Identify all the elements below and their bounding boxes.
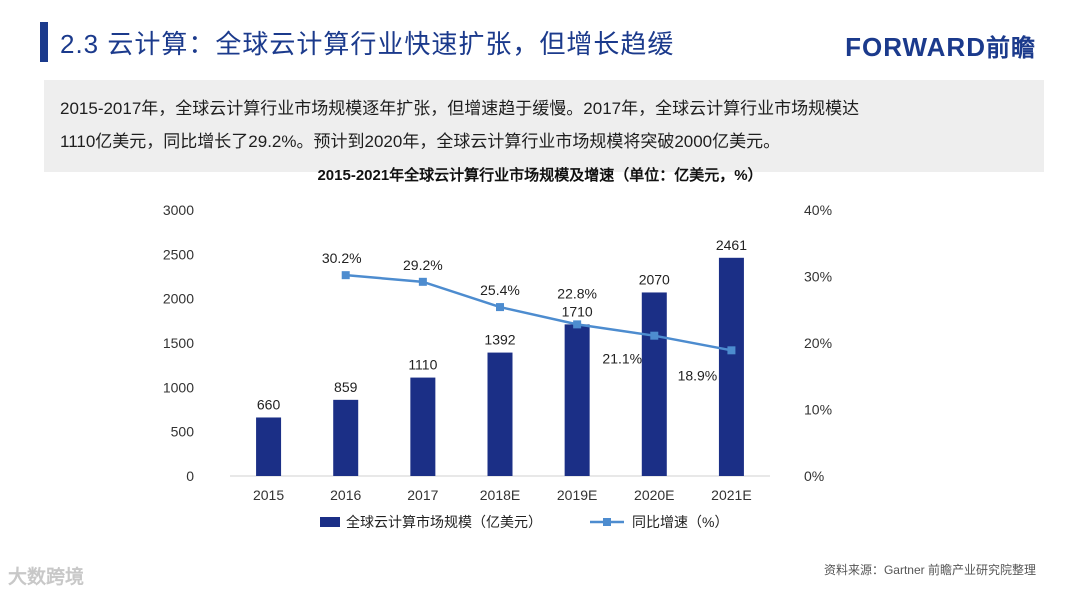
y-right-tick-label: 20%: [804, 335, 832, 351]
summary-panel: [44, 80, 1044, 172]
line-marker: [341, 271, 350, 280]
line-marker: [573, 320, 582, 329]
y-left-tick-label: 1500: [163, 335, 194, 351]
line-marker: [418, 277, 427, 286]
bar-value-label: 2461: [716, 237, 747, 253]
bar: [333, 399, 359, 476]
y-right-tick-label: 10%: [804, 402, 832, 418]
page-title: 2.3 云计算：全球云计算行业快速扩张，但增长趋缓: [60, 29, 675, 59]
bar: [487, 352, 513, 476]
legend-bar-swatch: [320, 517, 340, 527]
growth-line: [345, 273, 732, 352]
line-marker: [650, 331, 659, 340]
x-tick-label: 2019E: [557, 487, 597, 503]
bar: [718, 257, 744, 476]
line-value-label: 30.2%: [322, 250, 362, 266]
y-left-tick-label: 2000: [163, 291, 194, 307]
bar-value-label: 2070: [639, 271, 670, 287]
summary-line-1: 2015-2017年，全球云计算行业市场规模逐年扩张，但增速趋于缓慢。2017年…: [60, 99, 860, 118]
logo-text: FORWARD: [845, 32, 986, 62]
y-right-tick-label: 0%: [804, 468, 824, 484]
line-value-label: 29.2%: [403, 257, 443, 273]
y-left-tick-label: 3000: [163, 202, 194, 218]
x-tick-label: 2017: [407, 487, 438, 503]
brand-logo: FORWARD前瞻: [845, 28, 1036, 63]
bar-value-label: 859: [334, 379, 358, 395]
line-marker: [727, 346, 736, 355]
y-left-tick-label: 2500: [163, 246, 194, 262]
bar: [564, 324, 590, 476]
chart-title: 2015-2021年全球云计算行业市场规模及增速（单位：亿美元，%）: [317, 167, 763, 184]
bar-value-label: 660: [257, 396, 281, 412]
y-left-tick-label: 500: [171, 424, 195, 440]
bar-value-label: 1110: [408, 357, 437, 373]
line-marker: [496, 303, 504, 312]
bar: [641, 292, 667, 476]
source-note: 资料来源：Gartner 前瞻产业研究院整理: [823, 563, 1036, 577]
legend-line-marker: [603, 518, 611, 526]
line-value-label: 22.8%: [557, 285, 597, 301]
logo-cn-text: 前瞻: [986, 35, 1036, 62]
y-right-tick-label: 30%: [804, 269, 832, 285]
combo-chart: 0 500 1000 1500 2000 2500 3000 0% 10% 20% 30% 40% 66…: [163, 202, 832, 530]
legend-bar-label: 全球云计算市场规模（亿美元）: [346, 514, 542, 530]
line-value-label: 25.4%: [480, 282, 520, 298]
bar: [256, 417, 282, 476]
title-accent-bar: [40, 22, 48, 62]
summary-line-2: 1110亿美元，同比增长了29.2%。预计到2020年，全球云计算行业市场规模将…: [60, 132, 781, 151]
bar-value-label: 1392: [484, 332, 515, 348]
y-right-tick-label: 40%: [804, 202, 832, 218]
summary-text: 2015-2017年，全球云计算行业市场规模逐年扩张，但增速趋于缓慢。2017年…: [60, 92, 1030, 158]
x-tick-label: 2016: [330, 487, 361, 503]
y-left-tick-label: 1000: [163, 379, 194, 395]
y-left-tick-label: 0: [186, 468, 194, 484]
bar: [410, 377, 436, 476]
line-value-label: 18.9%: [678, 367, 718, 383]
x-tick-label: 2018E: [480, 487, 520, 503]
bar-value-label: 1710: [562, 303, 593, 319]
x-tick-label: 2015: [253, 487, 284, 503]
watermark-text: 大数跨境: [8, 567, 85, 588]
x-tick-label: 2020E: [634, 487, 674, 503]
chart-area: 0 500 1000 1500 2000 2500 3000 0% 10% 20% 30% 40% 66…: [44, 190, 1044, 550]
x-tick-label: 2021E: [711, 487, 751, 503]
legend-line-label: 同比增速（%）: [632, 514, 728, 530]
line-value-label: 21.1%: [602, 351, 642, 367]
